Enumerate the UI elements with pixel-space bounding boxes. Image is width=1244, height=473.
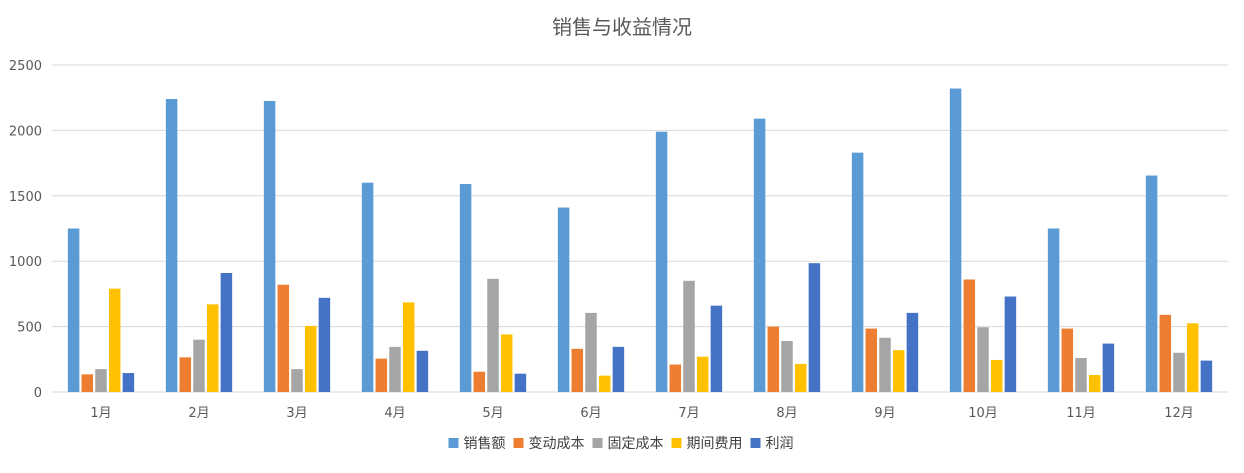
y-tick-label: 1000 [9,255,42,270]
bar-3-10 [977,327,989,392]
bar-5-12 [1200,360,1213,392]
x-tick-label: 9月 [874,406,895,421]
bar-2-4 [375,358,388,392]
bar-2-3 [277,284,290,392]
bar-3-8 [781,340,793,392]
legend-label: 期间费用 [687,436,743,452]
legend-label: 利润 [766,436,794,452]
y-tick-label: 2000 [9,124,42,139]
x-tick-label: 12月 [1164,406,1194,421]
bar-4-11 [1088,374,1101,392]
bar-1-1 [67,228,80,392]
bar-4-4 [402,302,415,392]
x-tick-label: 3月 [286,406,307,421]
bar-3-2 [193,339,205,392]
bar-5-11 [1102,343,1115,392]
bar-5-4 [416,350,429,392]
gridlines [52,64,1228,393]
bar-3-7 [683,280,695,392]
bars [67,88,1213,393]
bar-1-6 [557,207,570,392]
legend-label: 销售额 [464,436,506,452]
bar-5-5 [514,373,527,392]
bar-2-6 [571,348,584,392]
bar-3-4 [389,346,401,392]
y-tick-label: 2500 [9,59,42,74]
bar-3-5 [487,278,499,392]
bar-5-7 [710,305,723,392]
bar-3-6 [585,312,597,392]
bar-4-6 [598,375,611,392]
x-tick-label: 6月 [580,406,601,421]
y-tick-label: 1500 [9,190,42,205]
bar-1-7 [655,131,668,392]
bar-5-8 [808,263,821,392]
bar-3-9 [879,337,891,392]
legend-swatch [592,438,603,448]
legend-swatch [671,438,682,448]
chart-title: 销售与收益情况 [552,15,692,39]
bar-1-9 [851,152,864,392]
bar-2-8 [767,326,780,392]
bar-1-12 [1145,175,1158,392]
x-axis-ticks: 1月 2月 3月 4月 5月 6月 7月 8月 9月 10月 11月 12月 [90,406,1193,421]
bar-2-2 [179,357,192,392]
y-tick-label: 0 [34,386,42,401]
legend: 销售额 变动成本 固定成本 期间费用 利润 [448,436,794,452]
legend-label: 变动成本 [529,436,585,452]
bar-4-7 [696,356,709,392]
bar-3-1 [95,369,107,392]
bar-1-5 [459,184,472,392]
bar-5-3 [318,297,331,392]
legend-swatch [513,438,524,448]
bar-3-11 [1075,357,1087,392]
bar-4-3 [304,325,317,392]
bar-4-8 [794,363,807,392]
bar-5-10 [1004,296,1017,392]
bar-2-12 [1159,314,1172,392]
bar-5-2 [220,272,233,392]
bar-2-1 [81,374,94,392]
bar-4-9 [892,350,905,392]
bar-5-1 [122,373,135,392]
y-axis-ticks: 0 500 1000 1500 2000 2500 [9,59,42,401]
bar-3-3 [291,369,303,392]
bar-2-7 [669,364,682,392]
x-tick-label: 2月 [188,406,209,421]
bar-1-3 [263,100,276,392]
x-tick-label: 5月 [482,406,503,421]
bar-2-9 [865,328,878,392]
bar-2-10 [963,279,976,392]
x-tick-label: 4月 [384,406,405,421]
bar-4-5 [500,334,513,392]
bar-1-8 [753,118,766,393]
bar-1-2 [165,99,178,393]
bar-4-1 [108,288,121,392]
bar-3-12 [1173,352,1185,392]
x-tick-label: 10月 [968,406,998,421]
legend-label: 固定成本 [608,436,664,452]
bar-5-9 [906,312,919,392]
bar-2-11 [1061,328,1074,392]
legend-swatch [750,438,761,448]
bar-1-11 [1047,228,1060,392]
bar-4-2 [206,304,219,392]
bar-1-10 [949,88,962,392]
x-tick-label: 11月 [1066,406,1096,421]
legend-swatch [448,438,459,448]
x-tick-label: 7月 [678,406,699,421]
y-tick-label: 500 [17,321,42,336]
bar-4-12 [1186,323,1199,392]
x-tick-label: 8月 [776,406,797,421]
bar-5-6 [612,346,625,392]
bar-2-5 [473,371,486,392]
x-tick-label: 1月 [90,406,111,421]
bar-1-4 [361,182,374,392]
bar-4-10 [990,359,1003,392]
